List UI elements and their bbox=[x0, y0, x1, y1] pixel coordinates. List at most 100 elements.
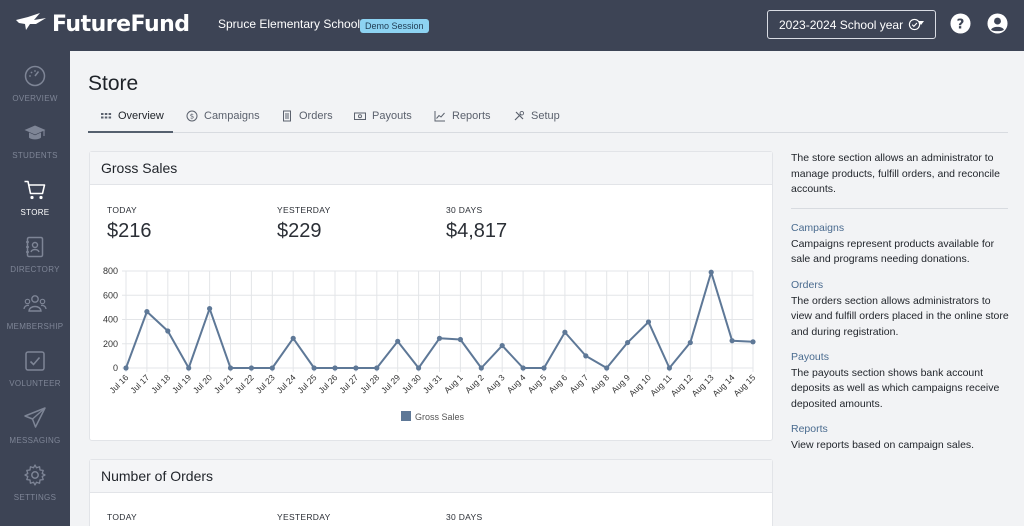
stat-30days-label: 30 DAYS bbox=[446, 205, 483, 215]
data-point bbox=[374, 365, 380, 371]
data-point bbox=[562, 329, 568, 335]
x-tick-label: Jul 17 bbox=[128, 372, 151, 395]
y-tick-label: 400 bbox=[103, 315, 118, 325]
tab-campaigns[interactable]: $ Campaigns bbox=[186, 106, 260, 133]
demo-session-badge: Demo Session bbox=[360, 19, 429, 33]
data-point bbox=[436, 335, 443, 341]
info-heading-payouts[interactable]: Payouts bbox=[791, 351, 829, 363]
stat-yesterday-value: $229 bbox=[277, 220, 322, 242]
money-bill-icon bbox=[354, 112, 366, 120]
x-tick-label: Jul 26 bbox=[316, 372, 339, 395]
info-section-orders: Orders The orders section allows adminis… bbox=[791, 278, 1009, 340]
tab-label: Overview bbox=[118, 110, 164, 122]
data-point bbox=[604, 365, 610, 371]
info-text-campaigns: Campaigns represent products available f… bbox=[791, 237, 995, 266]
stat-yesterday-label: YESTERDAY bbox=[277, 512, 331, 522]
x-tick-label: Jul 16 bbox=[107, 372, 130, 395]
x-tick-label: Aug 12 bbox=[669, 372, 695, 398]
x-tick-label: Aug 4 bbox=[505, 372, 528, 395]
user-avatar-icon[interactable] bbox=[987, 13, 1008, 34]
help-icon[interactable]: ? bbox=[950, 13, 971, 34]
data-point bbox=[248, 365, 254, 371]
data-point bbox=[165, 328, 171, 334]
info-heading-orders[interactable]: Orders bbox=[791, 279, 824, 291]
data-point bbox=[144, 309, 150, 315]
x-tick-label: Aug 7 bbox=[567, 372, 590, 395]
x-tick-label: Jul 18 bbox=[149, 372, 172, 395]
tab-orders[interactable]: Orders bbox=[281, 106, 333, 133]
x-tick-label: Jul 24 bbox=[275, 372, 298, 395]
info-text-orders: The orders section allows administrators… bbox=[791, 294, 1009, 338]
sidebar-item-settings[interactable]: SETTINGS bbox=[0, 454, 70, 511]
x-tick-label: Aug 3 bbox=[484, 372, 507, 395]
sidebar-item-store[interactable]: STORE bbox=[0, 169, 70, 226]
data-point bbox=[645, 319, 652, 325]
x-tick-label: Jul 23 bbox=[254, 372, 277, 395]
y-tick-label: 0 bbox=[113, 363, 118, 373]
tab-label: Payouts bbox=[372, 110, 412, 122]
shopping-cart-icon bbox=[24, 180, 46, 200]
data-point bbox=[395, 338, 401, 344]
stat-30days-label: 30 DAYS bbox=[446, 512, 483, 522]
divider bbox=[791, 208, 1008, 209]
dollar-circle-icon: $ bbox=[186, 110, 198, 122]
users-icon bbox=[23, 295, 47, 312]
x-tick-label: Jul 31 bbox=[421, 372, 444, 395]
legend-swatch bbox=[401, 411, 411, 421]
data-point bbox=[227, 365, 234, 371]
data-point bbox=[520, 365, 526, 371]
sidebar-item-label: VOLUNTEER bbox=[9, 379, 61, 388]
info-heading-campaigns[interactable]: Campaigns bbox=[791, 222, 845, 234]
x-tick-label: Aug 14 bbox=[710, 372, 736, 398]
flying-bird-logo-icon bbox=[16, 13, 46, 30]
x-tick-label: Jul 25 bbox=[295, 372, 318, 395]
info-text-payouts: The payouts section shows bank account d… bbox=[791, 366, 1000, 410]
y-tick-label: 600 bbox=[103, 290, 118, 300]
stat-yesterday-label: YESTERDAY bbox=[277, 205, 331, 215]
tab-reports[interactable]: Reports bbox=[434, 106, 491, 133]
data-point bbox=[123, 365, 129, 371]
data-point bbox=[541, 365, 547, 371]
number-of-orders-card: Number of Orders TODAY YESTERDAY 30 DAYS bbox=[89, 459, 773, 526]
info-text-reports: View reports based on campaign sales. bbox=[791, 438, 975, 451]
tab-label: Campaigns bbox=[204, 110, 260, 122]
stat-today-label: TODAY bbox=[107, 512, 137, 522]
tools-icon bbox=[514, 110, 525, 121]
x-tick-label: Jul 30 bbox=[400, 372, 423, 395]
y-tick-label: 200 bbox=[103, 339, 118, 349]
info-section-payouts: Payouts The payouts section shows bank a… bbox=[791, 350, 1009, 412]
info-section-campaigns: Campaigns Campaigns represent products a… bbox=[791, 221, 1009, 268]
data-point bbox=[583, 353, 589, 359]
document-list-icon bbox=[283, 110, 291, 122]
sidebar-item-students[interactable]: STUDENTS bbox=[0, 112, 70, 169]
tab-setup[interactable]: Setup bbox=[513, 106, 560, 133]
sidebar-item-directory[interactable]: DIRECTORY bbox=[0, 226, 70, 283]
sidebar-item-membership[interactable]: MEMBERSHIP bbox=[0, 283, 70, 340]
info-heading-reports[interactable]: Reports bbox=[791, 423, 828, 435]
contact-book-icon bbox=[26, 236, 44, 258]
sidebar-item-messaging[interactable]: MESSAGING bbox=[0, 397, 70, 454]
top-bar: FutureFund Spruce Elementary School Demo… bbox=[0, 0, 1024, 51]
school-year-value: 2023-2024 School year bbox=[779, 17, 904, 32]
x-tick-label: Jul 28 bbox=[358, 372, 381, 395]
x-tick-label: Aug 13 bbox=[689, 372, 715, 398]
sidebar-item-overview[interactable]: OVERVIEW bbox=[0, 55, 70, 112]
x-tick-label: Jul 22 bbox=[233, 372, 256, 395]
stat-today-label: TODAY bbox=[107, 205, 137, 215]
data-point bbox=[416, 365, 422, 371]
x-tick-label: Aug 1 bbox=[442, 372, 465, 395]
stat-today-value: $216 bbox=[107, 220, 152, 242]
gear-icon bbox=[24, 464, 46, 486]
tab-label: Orders bbox=[299, 110, 333, 122]
school-year-select[interactable]: 2023-2024 School year bbox=[767, 10, 936, 39]
tab-overview[interactable]: Overview bbox=[88, 106, 173, 133]
stat-30days-value: $4,817 bbox=[446, 220, 508, 242]
brand-logo[interactable]: FutureFund bbox=[14, 11, 190, 37]
sidebar-item-volunteer[interactable]: VOLUNTEER bbox=[0, 340, 70, 397]
tab-payouts[interactable]: Payouts bbox=[354, 106, 412, 133]
x-tick-label: Aug 8 bbox=[588, 372, 611, 395]
data-point bbox=[708, 269, 714, 275]
data-point bbox=[457, 336, 463, 343]
data-point bbox=[687, 339, 693, 346]
page-title: Store bbox=[88, 72, 139, 95]
